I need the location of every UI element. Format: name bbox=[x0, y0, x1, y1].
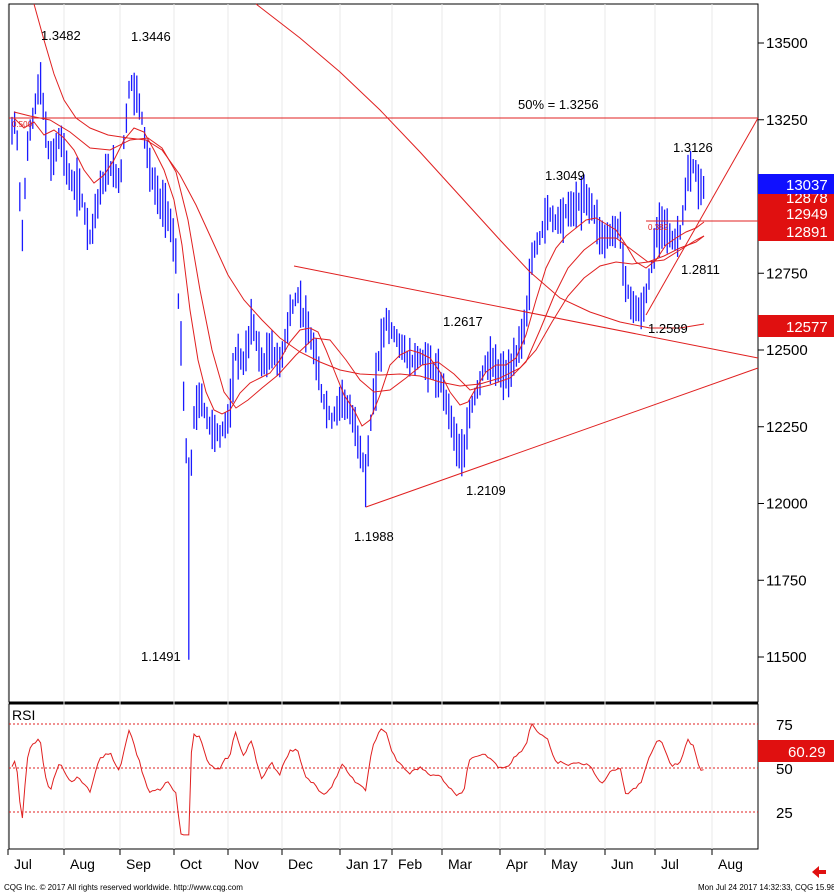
rsi-levels bbox=[9, 723, 758, 813]
tag-partial-text: 12878 bbox=[786, 190, 828, 207]
channel-line bbox=[645, 117, 759, 316]
y-tick-label: 12000 bbox=[766, 496, 808, 513]
rsi-y-axis: 75 50 25 bbox=[776, 717, 793, 822]
triangle-upper-line bbox=[293, 265, 759, 359]
x-tick-label: Apr bbox=[506, 856, 528, 872]
x-tick-label: Oct bbox=[180, 856, 202, 872]
x-tick-label: Nov bbox=[234, 856, 259, 872]
price-tags: 12878 13037 12949 12891 12577 bbox=[758, 174, 834, 337]
tag-12577-text: 12577 bbox=[786, 319, 828, 336]
annotation-13126: 1.3126 bbox=[673, 140, 713, 155]
rsi-tag-bg bbox=[758, 740, 834, 762]
y-tick-label: 12750 bbox=[766, 265, 808, 282]
x-tick-label: Jul bbox=[661, 856, 679, 872]
ohlc-bars bbox=[11, 62, 705, 660]
annotation-12109: 1.2109 bbox=[466, 483, 506, 498]
moving-averages bbox=[13, 3, 705, 427]
annotation-13482: 1.3482 bbox=[41, 28, 81, 43]
x-tick-label: Jan 17 bbox=[346, 856, 388, 872]
rsi-tick-label: 50 bbox=[776, 761, 793, 778]
annotation-11988: 1.1988 bbox=[354, 529, 394, 544]
trend-lines bbox=[9, 117, 759, 508]
rsi-line bbox=[11, 722, 704, 836]
footer-copyright: CQG Inc. © 2017 All rights reserved worl… bbox=[4, 883, 243, 892]
grid bbox=[7, 4, 713, 849]
y-tick-label: 13250 bbox=[766, 112, 808, 129]
x-tick-label: Aug bbox=[70, 856, 95, 872]
scroll-left-arrow-icon[interactable] bbox=[812, 866, 826, 878]
ma-medium bbox=[13, 111, 705, 409]
annotation-12589: 1.2589 bbox=[648, 321, 688, 336]
rsi-tick-label: 25 bbox=[776, 805, 793, 822]
fib-382-marker: 0.382 bbox=[648, 223, 669, 232]
x-tick-label: Mar bbox=[448, 856, 472, 872]
tag-12891-bg bbox=[758, 221, 834, 241]
annotation-11491: 1.1491 bbox=[141, 649, 181, 664]
x-axis: Jul Aug Sep Oct Nov Dec Jan 17 Feb Mar Apr May Jun J… bbox=[7, 849, 743, 872]
annotation-12617: 1.2617 bbox=[443, 314, 483, 329]
retracement-label: 50% = 1.3256 bbox=[518, 97, 599, 112]
price-annotations: 1.3482 1.3446 1.1491 1.1988 1.2617 1.210… bbox=[41, 28, 720, 664]
ma-slow bbox=[33, 3, 705, 387]
footer-timestamp: Mon Jul 24 2017 14:32:33, CQG 15.9826 bbox=[698, 883, 834, 892]
tag-12949-bg bbox=[758, 203, 834, 223]
y-tick-label: 12250 bbox=[766, 419, 808, 436]
rsi-title: RSI bbox=[12, 707, 35, 723]
x-tick-label: Dec bbox=[288, 856, 313, 872]
annotation-13446: 1.3446 bbox=[131, 29, 171, 44]
tag-12949-text: 12949 bbox=[786, 206, 828, 223]
tag-12577-bg bbox=[758, 315, 834, 337]
price-y-axis: 1350013250130001275012500122501200011750… bbox=[758, 35, 808, 666]
tag-12891-text: 12891 bbox=[786, 224, 828, 241]
tag-13037-bg bbox=[758, 174, 834, 194]
x-tick-label: Jul bbox=[14, 856, 32, 872]
price-panel-frame bbox=[8, 3, 759, 703]
y-tick-label: 12500 bbox=[766, 342, 808, 359]
annotation-12811: 1.2811 bbox=[681, 262, 720, 277]
x-tick-label: Jun bbox=[611, 856, 634, 872]
rsi-tick-label: 75 bbox=[776, 717, 793, 734]
annotation-13049: 1.3049 bbox=[545, 168, 585, 183]
rsi-tag-text: 60.29 bbox=[788, 744, 826, 761]
x-tick-label: Feb bbox=[398, 856, 422, 872]
x-tick-label: Sep bbox=[126, 856, 151, 872]
triangle-lower-line bbox=[365, 367, 759, 508]
y-tick-label: 13500 bbox=[766, 35, 808, 52]
fib-50-marker: 0.500 bbox=[12, 120, 33, 129]
y-tick-label: 11500 bbox=[766, 649, 807, 666]
tag-13037-text: 13037 bbox=[786, 177, 828, 194]
y-tick-label: 11750 bbox=[766, 572, 807, 589]
rsi-panel-frame bbox=[8, 703, 759, 850]
x-tick-label: May bbox=[551, 856, 577, 872]
x-tick-label: Aug bbox=[718, 856, 743, 872]
tag-partial-bg bbox=[758, 191, 834, 205]
ma-longest bbox=[255, 3, 705, 329]
ma-fast bbox=[13, 117, 705, 427]
